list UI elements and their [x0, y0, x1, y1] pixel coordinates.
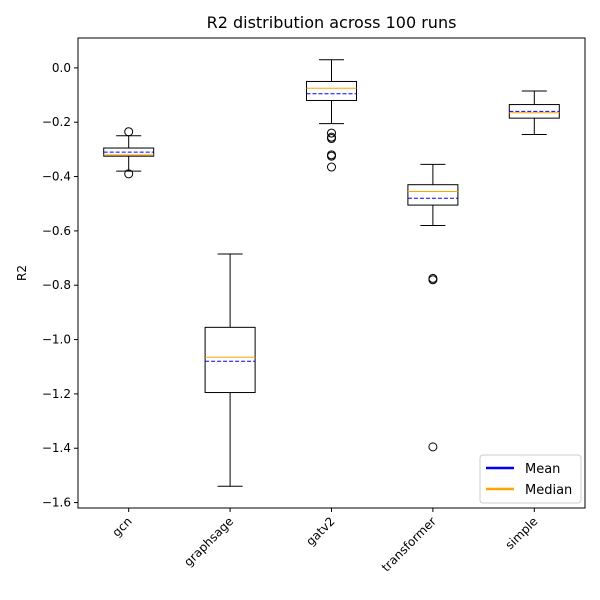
box-graphsage: [204, 253, 256, 487]
y-axis: 0.0 −0.2 −0.4 −0.6 −0.8 −1.0 −1.2 −1.4 −1.6: [42, 61, 78, 510]
x-tick-label: gcn: [109, 514, 134, 539]
box-gatv2: [306, 59, 357, 172]
y-tick-label: −1.0: [42, 333, 71, 347]
outlier-point: [327, 134, 336, 144]
chart-title: R2 distribution across 100 runs: [207, 13, 457, 32]
outlier-point: [428, 442, 438, 452]
plot-area: [77, 37, 586, 509]
y-tick-label: −1.4: [42, 441, 71, 455]
outlier-point: [327, 151, 336, 161]
legend-label-median: Median: [525, 483, 572, 498]
outlier-point: [428, 275, 438, 285]
x-tick-label: transformer: [379, 514, 439, 574]
x-tick-label: simple: [503, 514, 541, 552]
x-tick-label: graphsage: [181, 514, 236, 569]
legend: Mean Median: [479, 454, 582, 504]
outlier-point: [124, 169, 134, 179]
outlier-point: [327, 128, 336, 138]
box-gcn: [103, 127, 155, 179]
y-tick-label: −0.8: [42, 278, 71, 292]
y-tick-label: −0.6: [42, 224, 71, 238]
x-tick-label: gatv2: [303, 514, 337, 548]
box-simple: [508, 90, 560, 135]
y-tick-label: −0.2: [42, 115, 71, 129]
y-tick-label: −1.2: [42, 387, 71, 401]
iqr-box: [407, 184, 459, 206]
y-tick-label: −0.4: [42, 170, 71, 184]
iqr-box: [204, 326, 256, 394]
y-axis-label: R2: [15, 265, 29, 281]
outlier-point: [124, 127, 134, 137]
legend-label-mean: Mean: [525, 462, 560, 477]
x-axis: gcn graphsage gatv2 transformer simple: [109, 508, 540, 574]
iqr-box: [306, 80, 357, 101]
outlier-point: [327, 162, 336, 172]
y-tick-label: 0.0: [52, 61, 71, 75]
box-transformer: [407, 163, 459, 452]
y-tick-label: −1.6: [42, 496, 71, 510]
